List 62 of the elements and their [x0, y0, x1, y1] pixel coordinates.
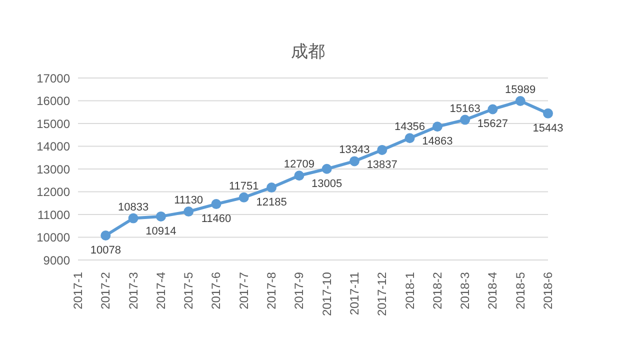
point — [432, 122, 442, 132]
data-label: 15989 — [505, 84, 536, 96]
chart-title: 成都 — [290, 41, 326, 63]
data-label: 15443 — [532, 122, 564, 134]
data-label: 11751 — [228, 180, 259, 192]
x-tick-label: 2018-6 — [541, 272, 555, 310]
x-tick-label: 2017-4 — [154, 272, 168, 310]
data-label: 11130 — [174, 194, 204, 207]
x-tick-label: 2017-11 — [347, 272, 362, 316]
x-tick-label: 2017-12 — [375, 272, 390, 316]
data-label: 13837 — [366, 158, 398, 171]
data-label: 10833 — [118, 201, 149, 214]
point — [377, 144, 388, 155]
point — [156, 211, 166, 222]
point — [294, 170, 304, 181]
y-tick-label: 11000 — [38, 208, 70, 222]
point — [460, 114, 470, 125]
y-tick-label: 12000 — [36, 185, 70, 200]
x-tick-label: 2017-3 — [126, 272, 140, 310]
point — [543, 108, 553, 118]
point — [349, 156, 360, 166]
data-label: 12709 — [284, 158, 314, 171]
x-tick-label: 2017-9 — [292, 272, 306, 310]
data-label: 15163 — [450, 102, 480, 115]
data-label: 10078 — [90, 244, 121, 256]
x-tick-label: 2018-1 — [402, 272, 417, 310]
x-tick-label: 2017-2 — [98, 272, 113, 310]
x-tick-label: 2017-6 — [209, 272, 224, 310]
x-tick-label: 2017-10 — [320, 272, 334, 316]
x-tick-label: 2017-5 — [182, 272, 196, 310]
point — [238, 192, 249, 202]
x-tick-label: 2018-5 — [513, 272, 528, 310]
x-tick-label: 2017-1 — [71, 272, 85, 310]
x-tick-label: 2018-4 — [486, 272, 500, 310]
point — [184, 206, 194, 217]
data-label: 14863 — [422, 136, 453, 148]
y-tick-label: 9000 — [43, 253, 70, 268]
x-tick-label: 2017-8 — [264, 272, 279, 310]
data-label: 10914 — [146, 225, 176, 238]
data-label: 13005 — [312, 178, 342, 190]
x-tick-label: 2017-7 — [236, 272, 251, 310]
point — [488, 104, 498, 114]
point — [128, 213, 138, 224]
data-label: 14356 — [394, 121, 426, 134]
y-tick-label: 13000 — [36, 162, 70, 176]
y-tick-label: 17000 — [36, 71, 70, 86]
y-tick-label: 10000 — [36, 230, 70, 245]
x-tick-label: 2018-3 — [458, 272, 472, 310]
point — [211, 199, 222, 210]
data-label: 15627 — [477, 118, 508, 130]
y-tick-label: 15000 — [36, 116, 70, 131]
data-label: 11460 — [201, 213, 232, 226]
data-label: 12185 — [256, 196, 287, 209]
data-label: 13343 — [339, 144, 370, 156]
point — [515, 96, 526, 106]
point — [266, 182, 277, 193]
point — [100, 230, 111, 240]
point — [404, 133, 415, 144]
y-tick-label: 14000 — [36, 140, 70, 154]
y-tick-label: 16000 — [36, 94, 70, 108]
point — [322, 164, 332, 174]
x-tick-label: 2018-2 — [430, 272, 444, 310]
